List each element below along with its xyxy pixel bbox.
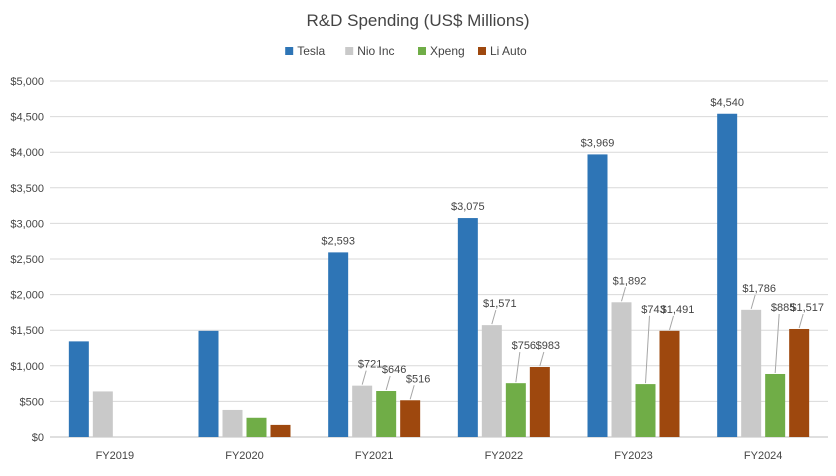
y-tick-label: $3,500 xyxy=(10,183,44,195)
legend: Tesla Nio Inc Xpeng Li Auto xyxy=(285,44,527,58)
label-leader-line xyxy=(409,385,415,400)
chart-title: R&D Spending (US$ Millions) xyxy=(307,11,530,30)
legend-swatch xyxy=(418,47,426,55)
y-tick-label: $500 xyxy=(20,396,44,408)
legend-label: Xpeng xyxy=(430,44,465,58)
y-axis: $0 $500 $1,000 $1,500 $2,000 $2,500 $3,000 $3,5… xyxy=(10,76,44,444)
data-label: $2,593 xyxy=(321,235,355,247)
bar-tesla xyxy=(717,113,738,437)
legend-label: Nio Inc xyxy=(357,44,394,58)
bar-xpeng xyxy=(376,391,397,437)
bar-nio-inc xyxy=(352,385,373,437)
label-leader-line xyxy=(750,294,756,309)
bar-nio-inc xyxy=(481,325,502,437)
y-tick-label: $1,000 xyxy=(10,361,44,373)
label-leader-line xyxy=(798,313,804,329)
y-tick-label: $4,500 xyxy=(10,112,44,124)
x-category-label: FY2021 xyxy=(355,450,394,462)
data-label: $1,517 xyxy=(790,302,824,314)
data-label: $646 xyxy=(382,364,406,376)
data-label: $1,892 xyxy=(613,275,647,287)
data-label: $1,786 xyxy=(742,283,776,295)
data-label: $721 xyxy=(358,359,382,371)
label-leader-line xyxy=(621,287,626,302)
label-leader-line xyxy=(539,351,545,367)
bar-tesla xyxy=(68,341,89,437)
bar-nio-inc xyxy=(741,309,762,437)
bar-li-auto xyxy=(659,330,680,437)
data-label: $516 xyxy=(406,373,430,385)
data-label: $885 xyxy=(771,302,795,314)
bar-nio-inc xyxy=(611,302,632,437)
y-tick-label: $5,000 xyxy=(10,76,44,88)
bar-li-auto xyxy=(529,367,550,437)
data-label: $3,075 xyxy=(451,201,485,213)
y-tick-label: $4,000 xyxy=(10,147,44,159)
data-label: $1,571 xyxy=(483,298,517,310)
label-leader-line xyxy=(361,370,367,385)
x-axis: FY2019 FY2020 FY2021 FY2022 FY2023 FY2024 xyxy=(96,450,783,462)
bar-xpeng xyxy=(765,373,786,437)
legend-swatch xyxy=(478,47,486,55)
legend-swatch xyxy=(285,47,294,55)
y-tick-label: $0 xyxy=(32,432,44,444)
bar-nio-inc xyxy=(92,391,113,437)
y-tick-label: $1,500 xyxy=(10,325,44,337)
legend-label: Li Auto xyxy=(490,44,527,58)
bar-nio-inc xyxy=(222,409,243,437)
y-tick-label: $3,000 xyxy=(10,218,44,230)
y-tick-label: $2,500 xyxy=(10,254,44,266)
bar-xpeng xyxy=(505,383,526,437)
y-tick-label: $2,000 xyxy=(10,290,44,302)
data-label: $743 xyxy=(641,304,665,316)
data-labels: $2,593 $721 $646$516 $3,075 $1,571 $756 $983 $3… xyxy=(321,97,824,400)
bar-xpeng xyxy=(246,417,267,437)
x-category-label: FY2024 xyxy=(744,450,783,462)
bar-tesla xyxy=(328,252,349,437)
bar-tesla xyxy=(457,218,478,437)
data-label: $1,491 xyxy=(661,304,695,316)
bar-xpeng xyxy=(635,384,656,437)
label-leader-line xyxy=(669,315,674,330)
label-leader-line xyxy=(774,313,780,374)
data-label: $983 xyxy=(536,340,560,352)
gridlines xyxy=(50,80,828,438)
legend-label: Tesla xyxy=(297,44,325,58)
bar-li-auto xyxy=(270,424,291,437)
bar-tesla xyxy=(587,154,608,437)
bars xyxy=(68,113,810,437)
label-leader-line xyxy=(491,310,497,325)
data-label: $756 xyxy=(512,340,536,352)
bar-li-auto xyxy=(789,328,810,437)
x-category-label: FY2019 xyxy=(96,450,135,462)
bar-tesla xyxy=(198,330,219,437)
label-leader-line xyxy=(385,375,391,391)
data-label: $3,969 xyxy=(581,137,615,149)
x-category-label: FY2020 xyxy=(225,450,264,462)
label-leader-line xyxy=(645,315,650,384)
legend-swatch xyxy=(345,47,354,55)
data-label: $4,540 xyxy=(710,97,744,109)
x-category-label: FY2022 xyxy=(485,450,524,462)
label-leader-line xyxy=(515,351,521,383)
x-category-label: FY2023 xyxy=(614,450,653,462)
bar-li-auto xyxy=(400,400,421,437)
